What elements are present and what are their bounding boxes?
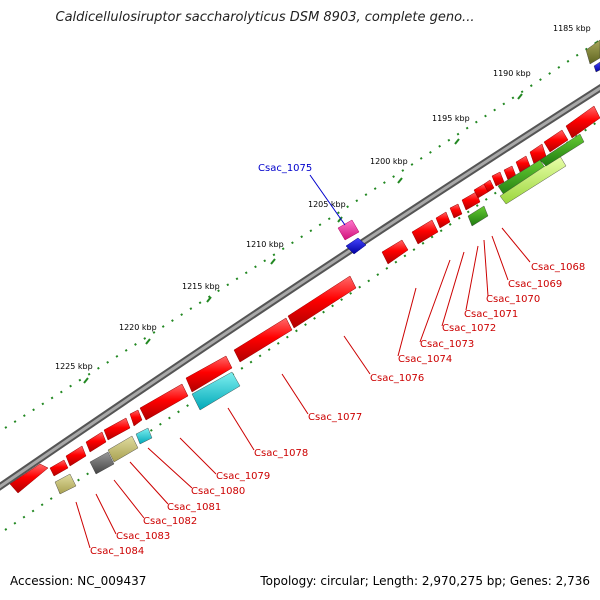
gene-label: Csac_1068 xyxy=(531,262,585,273)
gene-arrow xyxy=(49,459,69,477)
gene-block xyxy=(135,427,153,445)
gene-arrow xyxy=(103,417,131,441)
gene-labels: Csac_1068 Csac_1069 Csac_1070 Csac_1071 … xyxy=(90,262,585,557)
gene-arrow xyxy=(381,239,409,265)
gene-arrow xyxy=(65,445,87,467)
gene-arrow xyxy=(449,203,463,219)
tick-label: 1220 kbp xyxy=(119,323,157,332)
gene-csac-1075b xyxy=(345,237,367,255)
gene-arrow xyxy=(185,355,233,393)
gene-label: Csac_1083 xyxy=(116,531,170,542)
tick-label: 1205 kbp xyxy=(308,200,346,209)
outer-ruler xyxy=(4,39,600,429)
gene-arrow xyxy=(287,275,357,329)
tick-label: 1190 kbp xyxy=(493,69,531,78)
highlight-genes: Csac_1075 xyxy=(258,163,367,255)
gene-label-csac-1075: Csac_1075 xyxy=(258,163,312,174)
gene-label: Csac_1078 xyxy=(254,448,308,459)
gene-label: Csac_1079 xyxy=(216,471,270,482)
gene-arrow xyxy=(565,105,600,139)
gene-label: Csac_1073 xyxy=(420,339,474,350)
gene-label: Csac_1076 xyxy=(370,373,424,384)
gene-block xyxy=(585,39,600,65)
genome-summary-text: Topology: circular; Length: 2,970,275 bp… xyxy=(260,574,590,588)
gene-arrow xyxy=(543,129,569,153)
gene-label: Csac_1072 xyxy=(442,323,496,334)
tick-label: 1225 kbp xyxy=(55,362,93,371)
label-leaders xyxy=(75,227,531,549)
major-ticks xyxy=(83,40,599,384)
gene-label: Csac_1084 xyxy=(90,546,144,557)
gene-label: Csac_1071 xyxy=(464,309,518,320)
gene-arrow xyxy=(129,409,143,427)
gene-block xyxy=(107,435,139,463)
genome-backbone xyxy=(0,84,600,491)
gene-arrow xyxy=(9,463,49,494)
gene-label: Csac_1069 xyxy=(508,279,562,290)
gene-block xyxy=(593,61,600,73)
gene-label: Csac_1082 xyxy=(143,516,197,527)
tick-label: 1215 kbp xyxy=(182,282,220,291)
tick-label: 1195 kbp xyxy=(432,114,470,123)
gene-label: Csac_1081 xyxy=(167,502,221,513)
gene-arrow xyxy=(233,317,293,363)
gene-label: Csac_1080 xyxy=(191,486,245,497)
gene-arrow xyxy=(461,191,481,211)
gene-block xyxy=(539,133,585,167)
gene-arrow xyxy=(435,211,451,229)
cds-colored-features xyxy=(54,39,600,495)
gene-block xyxy=(191,371,241,411)
gene-arrow xyxy=(411,219,439,245)
tick-label: 1185 kbp xyxy=(553,24,591,33)
gene-label: Csac_1070 xyxy=(486,294,540,305)
gene-block xyxy=(89,451,115,475)
gene-csac-1075 xyxy=(337,219,360,241)
accession-text: Accession: NC_009437 xyxy=(10,574,147,588)
tick-label: 1200 kbp xyxy=(370,157,408,166)
gene-arrow xyxy=(85,431,107,453)
map-title: Caldicellulosiruptor saccharolyticus DSM… xyxy=(55,10,475,25)
gene-arrow xyxy=(483,179,495,193)
gene-arrow xyxy=(139,383,189,421)
cds-forward-strand xyxy=(9,105,600,494)
tick-label: 1210 kbp xyxy=(246,240,284,249)
gene-label: Csac_1074 xyxy=(398,354,452,365)
gene-arrow xyxy=(491,171,505,187)
tick-labels: 1185 kbp 1190 kbp 1195 kbp 1200 kbp 1205… xyxy=(55,24,591,371)
gene-block xyxy=(467,205,489,227)
gene-block xyxy=(54,473,77,495)
gene-label: Csac_1077 xyxy=(308,412,362,423)
gene-block xyxy=(499,155,567,205)
